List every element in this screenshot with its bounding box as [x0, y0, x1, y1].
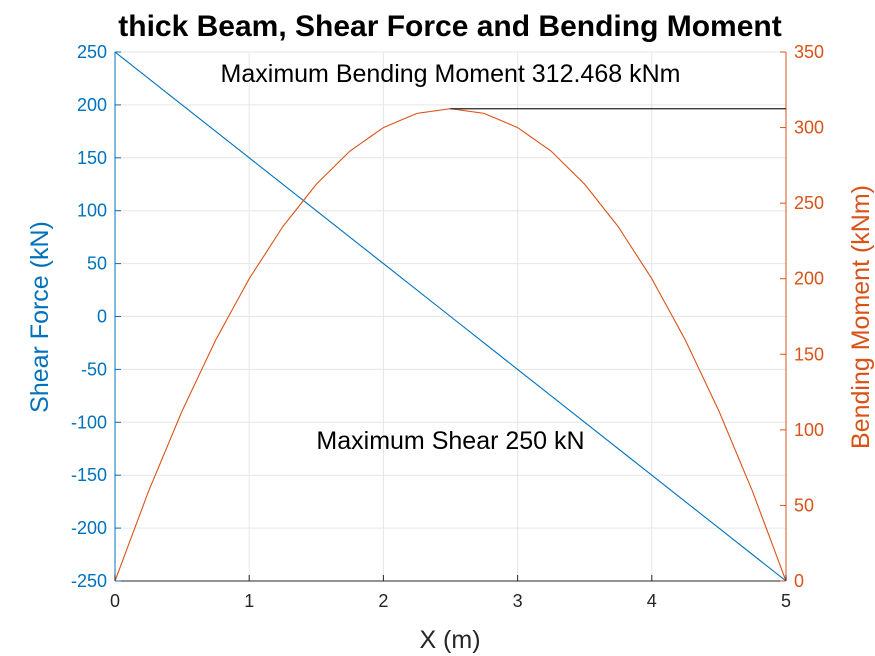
axes-layer: 0 1 2 3 4 5 -250 -200 -150 -100 -50 0 50 100 150 200 250…	[71, 42, 824, 611]
annotation-layer: Maximum Bending Moment 312.468 kNm Maximu…	[221, 60, 786, 455]
y-right-tick-label: 50	[794, 495, 814, 515]
y-right-tick-label: 250	[794, 193, 824, 213]
y-left-tick-label: 150	[77, 148, 107, 168]
max-moment-annotation: Maximum Bending Moment 312.468 kNm	[221, 60, 681, 88]
x-tick-label: 3	[513, 591, 523, 611]
x-tick-label: 2	[378, 591, 388, 611]
max-shear-annotation: Maximum Shear 250 kN	[316, 427, 584, 455]
y-left-tick-label: 0	[97, 307, 107, 327]
y-right-tick-label: 350	[794, 42, 824, 62]
y-left-tick-label: -200	[71, 518, 107, 538]
y-left-tick-label: 100	[77, 201, 107, 221]
x-tick-label: 1	[244, 591, 254, 611]
y-left-tick-label: -250	[71, 571, 107, 591]
y-right-tick-label: 100	[794, 420, 824, 440]
y-right-tick-label: 150	[794, 344, 824, 364]
x-tick-label: 5	[781, 591, 791, 611]
x-tick-label: 0	[110, 591, 120, 611]
y-left-tick-label: -100	[71, 412, 107, 432]
y-right-tick-label: 0	[794, 571, 804, 591]
x-axis-label: X (m)	[419, 626, 480, 654]
y-axis-left-label: Shear Force (kN)	[26, 221, 54, 413]
y-right-tick-label: 300	[794, 118, 824, 138]
y-left-tick-label: -50	[81, 359, 107, 379]
y-axis-right-label: Bending Moment (kNm)	[847, 185, 875, 449]
shear-force-line	[114, 51, 787, 582]
y-left-tick-label: 200	[77, 95, 107, 115]
x-tick-label: 4	[647, 591, 657, 611]
y-left-tick-label: 250	[77, 42, 107, 62]
chart-title: thick Beam, Shear Force and Bending Mome…	[118, 10, 781, 43]
y-left-tick-label: -150	[71, 465, 107, 485]
y-left-tick-label: 50	[87, 254, 107, 274]
y-right-tick-label: 200	[794, 269, 824, 289]
